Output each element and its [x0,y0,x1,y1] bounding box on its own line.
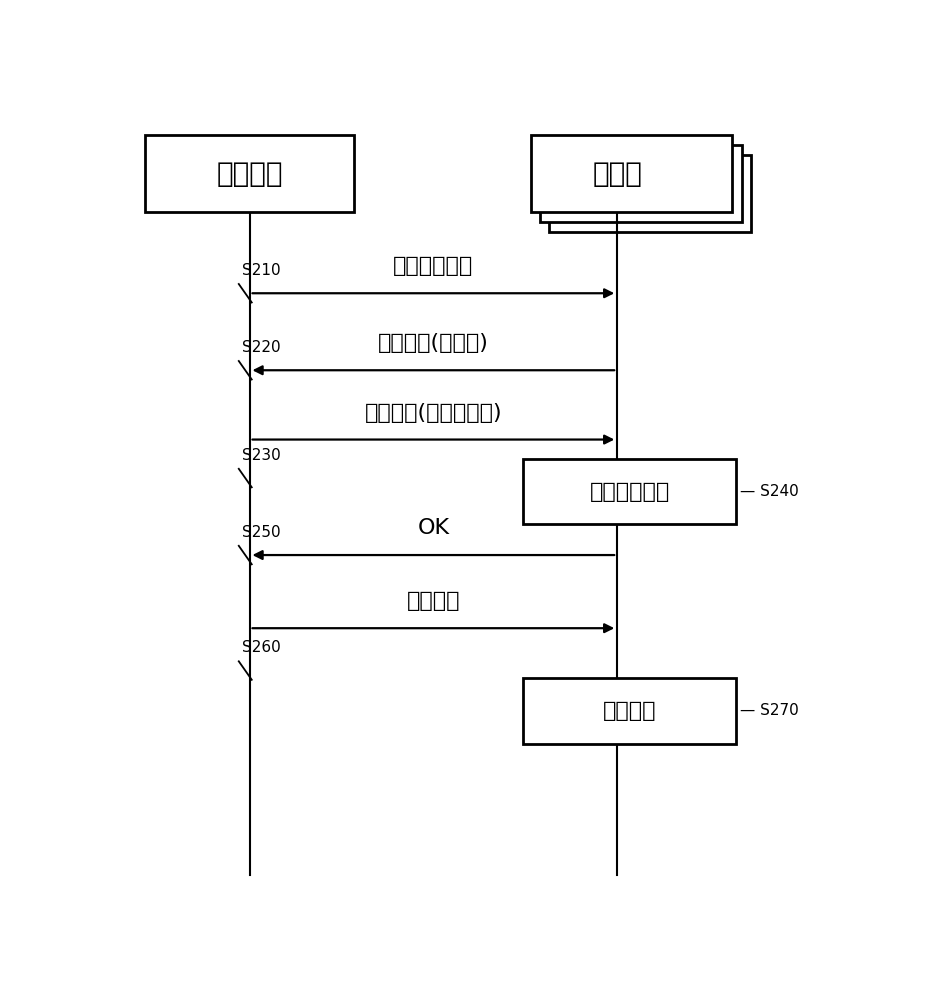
Text: 传送固件: 传送固件 [406,591,460,611]
Text: S250: S250 [243,525,281,540]
Text: 控制器: 控制器 [592,160,642,188]
Text: S230: S230 [243,448,281,463]
Bar [145,135,354,212]
Text: 确认诊断设备: 确认诊断设备 [590,482,670,502]
Text: 认证固件: 认证固件 [603,701,657,721]
Text: S260: S260 [243,640,281,655]
Bar [531,135,733,212]
Bar [524,459,736,524]
Bar [540,145,742,222]
Bar [524,678,736,744]
Text: — S240: — S240 [739,484,799,499]
Text: 传送种子(随机数): 传送种子(随机数) [378,333,489,353]
Text: — S270: — S270 [739,703,799,718]
Text: 请求重新编程: 请求重新编程 [393,256,473,276]
Text: S210: S210 [243,263,281,278]
Text: S220: S220 [243,340,281,355]
Bar [550,155,751,232]
Text: OK: OK [418,518,449,538]
Text: 传送密鑰(随机数加密): 传送密鑰(随机数加密) [365,403,502,423]
Text: 诊断设备: 诊断设备 [217,160,283,188]
